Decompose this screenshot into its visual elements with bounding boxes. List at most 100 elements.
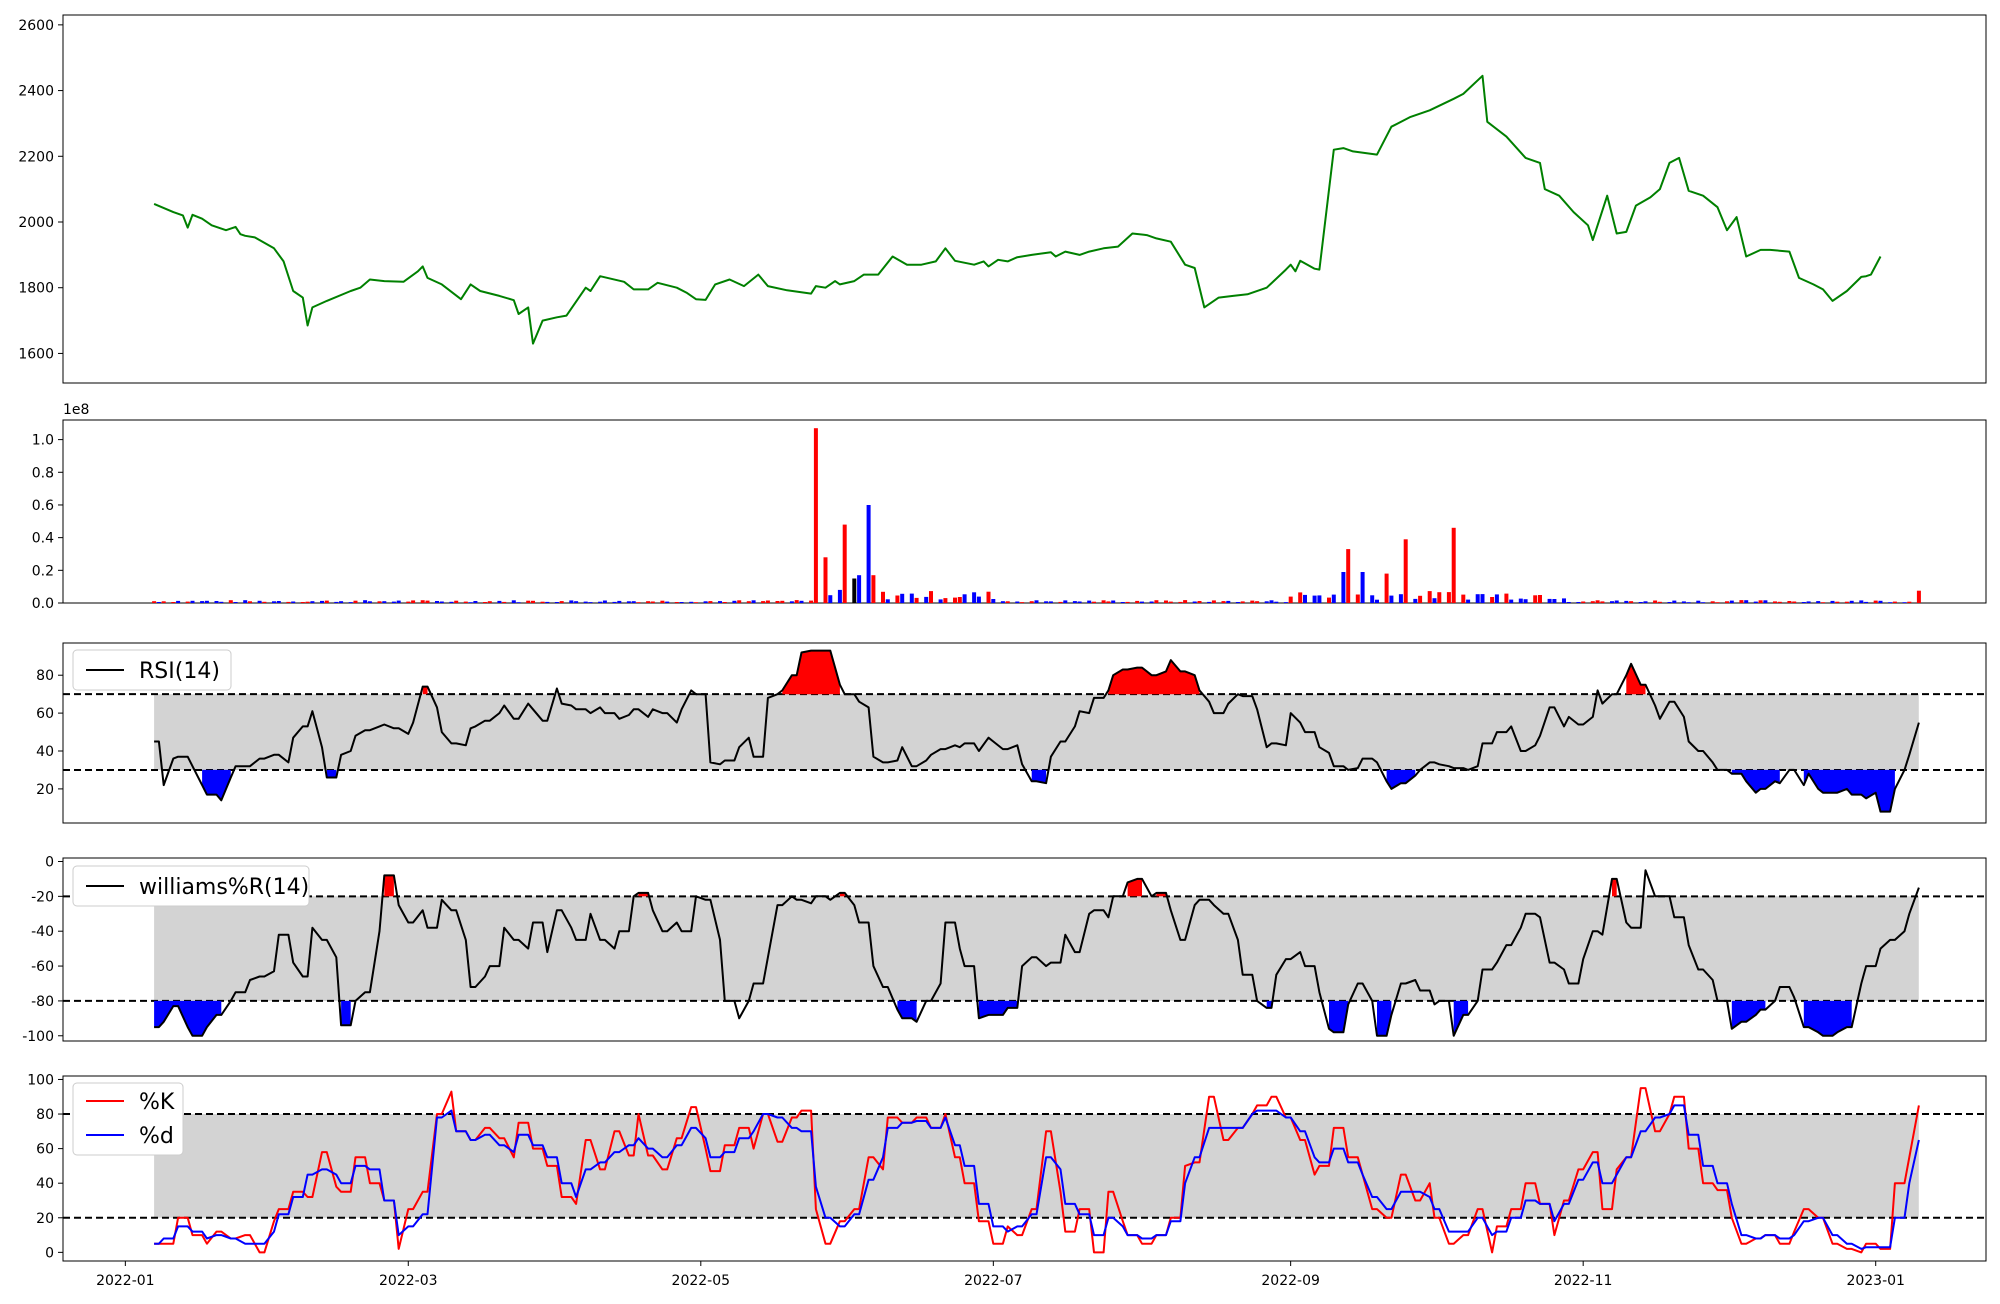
volume-bar	[679, 602, 684, 603]
volume-bar	[631, 601, 636, 603]
volume-bar	[262, 601, 267, 603]
volume-bar	[248, 601, 252, 603]
volume-bar	[411, 600, 416, 603]
volume-bar	[257, 600, 262, 603]
volume-bar	[1835, 601, 1840, 603]
volume-bar	[1787, 601, 1792, 603]
volume-bar	[454, 600, 459, 603]
volume-bar	[1653, 600, 1658, 603]
volume-bar	[1518, 598, 1523, 603]
stochastic-legend-d-label: %d	[139, 1124, 174, 1149]
volume-bar	[272, 601, 276, 603]
volume-bar	[1029, 601, 1034, 603]
williams-oversold-fill	[1329, 1000, 1349, 1033]
volume-bar	[1389, 595, 1394, 603]
volume-bar	[1916, 590, 1921, 603]
volume-bar	[1480, 594, 1485, 603]
volume-offset-label: 1e8	[63, 402, 89, 418]
volume-bar	[1538, 595, 1542, 603]
volume-bar	[871, 575, 876, 603]
volume-bar	[305, 601, 310, 603]
volume-bar	[722, 602, 727, 603]
volume-bar	[602, 600, 607, 603]
volume-frame	[62, 419, 1987, 604]
volume-bar	[1087, 600, 1092, 603]
volume-bar	[708, 601, 713, 603]
volume-bar	[1360, 572, 1365, 603]
volume-bar	[962, 594, 967, 603]
volume-bar	[1725, 601, 1729, 603]
rsi-frame	[62, 642, 1987, 824]
volume-bar	[1792, 601, 1797, 603]
volume-ytick-label: 0.8	[32, 465, 54, 481]
volume-bar	[1777, 601, 1782, 603]
stochastic-legend-k-label: %K	[139, 1090, 175, 1115]
williams-legend: williams%R(14)	[72, 865, 310, 907]
rsi-oversold-fill	[1731, 769, 1780, 793]
volume-bar	[943, 598, 948, 603]
rsi-oversold-fill	[1031, 769, 1047, 784]
volume-bar	[1250, 600, 1255, 603]
volume-bar	[972, 592, 977, 603]
volume-bar	[794, 600, 799, 603]
volume-bar	[1235, 602, 1240, 603]
rsi-ytick-label: 20	[36, 782, 54, 798]
volume-bar	[1629, 601, 1634, 603]
williams-legend-box	[72, 865, 310, 907]
volume-bar	[353, 600, 358, 603]
volume-bar	[746, 601, 751, 603]
volume-bar	[1643, 601, 1648, 603]
volume-bar	[665, 601, 670, 603]
volume-bar	[1226, 600, 1231, 603]
volume-bar	[1168, 601, 1173, 603]
volume-bar	[1686, 602, 1691, 603]
volume-bar	[1178, 601, 1183, 603]
volume-bar	[1576, 602, 1581, 603]
volume-bar	[1494, 594, 1499, 603]
volume-bar	[1135, 600, 1140, 603]
volume-bar	[809, 600, 814, 603]
rsi-ytick-label: 40	[36, 744, 54, 760]
volume-bar	[612, 601, 617, 603]
volume-bar	[1744, 600, 1749, 603]
volume-bar	[1149, 601, 1154, 603]
volume-bar	[1269, 600, 1274, 603]
volume-bar	[1523, 599, 1528, 603]
volume-bar	[1859, 600, 1864, 603]
volume-bar	[377, 601, 382, 603]
stochastic-legend: %K %d	[72, 1082, 184, 1156]
price-ytick-label: 1800	[18, 281, 54, 297]
volume-bar	[526, 600, 531, 603]
volume-bar	[660, 600, 665, 603]
volume-bar	[1830, 600, 1835, 603]
volume-bar	[1015, 601, 1020, 603]
volume-bar	[1375, 599, 1379, 603]
volume-bar	[1710, 601, 1715, 603]
volume-bar	[1418, 595, 1423, 603]
volume-bar	[391, 601, 396, 603]
volume-bar	[439, 601, 444, 603]
volume-bar	[909, 593, 914, 603]
volume-bar	[200, 601, 205, 603]
volume-bar	[497, 600, 502, 603]
volume-bar	[468, 602, 473, 603]
volume-bar	[765, 600, 770, 603]
stochastic-ytick-label: 100	[27, 1072, 54, 1088]
volume-bar	[1317, 595, 1322, 603]
volume-bar	[502, 601, 507, 603]
volume-bar	[895, 595, 900, 603]
volume-bar	[636, 602, 641, 603]
volume-bar	[900, 593, 905, 603]
volume-bar	[703, 601, 708, 603]
volume-bar	[588, 602, 593, 603]
volume-bar	[1773, 601, 1777, 603]
volume-bar	[1892, 601, 1897, 603]
williams-overbought-fill	[384, 875, 394, 897]
volume-bar	[1346, 549, 1351, 603]
volume-bar	[1806, 601, 1811, 603]
volume-bar	[310, 601, 315, 603]
volume-bar	[1034, 600, 1039, 603]
volume-bar	[1274, 601, 1279, 603]
